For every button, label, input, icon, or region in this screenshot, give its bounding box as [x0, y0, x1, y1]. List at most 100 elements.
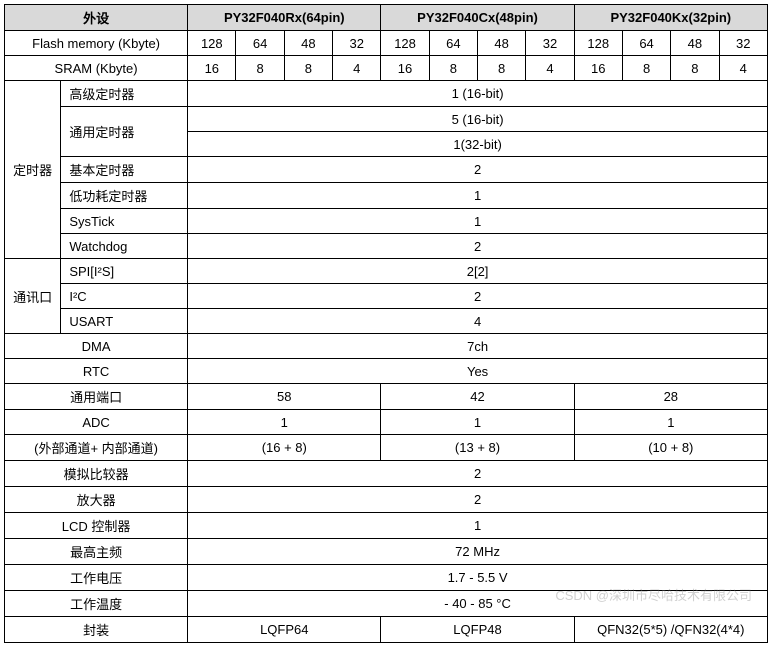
- sram-v9: 8: [622, 56, 670, 81]
- row-comm-spi: 通讯口 SPI[I²S] 2[2]: [5, 259, 768, 284]
- row-timer-adv: 定时器 高级定时器 1 (16-bit): [5, 81, 768, 107]
- amp-val: 2: [188, 487, 768, 513]
- amp-label: 放大器: [5, 487, 188, 513]
- timer-sys-val: 1: [188, 209, 768, 234]
- row-timer-sys: SysTick 1: [5, 209, 768, 234]
- lcd-label: LCD 控制器: [5, 513, 188, 539]
- row-gpio: 通用端口 58 42 28: [5, 384, 768, 410]
- timer-gen-label: 通用定时器: [61, 107, 188, 157]
- row-amp: 放大器 2: [5, 487, 768, 513]
- row-lcd: LCD 控制器 1: [5, 513, 768, 539]
- volt-label: 工作电压: [5, 565, 188, 591]
- row-temp: 工作温度 - 40 - 85 °C: [5, 591, 768, 617]
- flash-v11: 32: [719, 31, 767, 56]
- timer-wdg-val: 2: [188, 234, 768, 259]
- row-rtc: RTC Yes: [5, 359, 768, 384]
- temp-label: 工作温度: [5, 591, 188, 617]
- sram-v11: 4: [719, 56, 767, 81]
- row-pkg: 封装 LQFP64 LQFP48 QFN32(5*5) /QFN32(4*4): [5, 617, 768, 643]
- dma-val: 7ch: [188, 334, 768, 359]
- row-dma: DMA 7ch: [5, 334, 768, 359]
- row-adc: ADC 1 1 1: [5, 410, 768, 435]
- sram-v7: 4: [526, 56, 574, 81]
- flash-v7: 32: [526, 31, 574, 56]
- sram-v10: 8: [671, 56, 719, 81]
- header-row: 外设 PY32F040Rx(64pin) PY32F040Cx(48pin) P…: [5, 5, 768, 31]
- volt-val: 1.7 - 5.5 V: [188, 565, 768, 591]
- chan-v0: (16 + 8): [188, 435, 381, 461]
- timer-group: 定时器: [5, 81, 61, 259]
- sram-v4: 16: [381, 56, 429, 81]
- timer-gen-val1: 5 (16-bit): [188, 107, 768, 132]
- timer-gen-val2: 1(32-bit): [188, 132, 768, 157]
- comm-usart-label: USART: [61, 309, 188, 334]
- col-chip-2: PY32F040Kx(32pin): [574, 5, 767, 31]
- comm-usart-val: 4: [188, 309, 768, 334]
- sram-label: SRAM (Kbyte): [5, 56, 188, 81]
- rtc-label: RTC: [5, 359, 188, 384]
- timer-lp-label: 低功耗定时器: [61, 183, 188, 209]
- flash-v0: 128: [188, 31, 236, 56]
- chan-v1: (13 + 8): [381, 435, 574, 461]
- timer-adv-label: 高级定时器: [61, 81, 188, 107]
- col-chip-0: PY32F040Rx(64pin): [188, 5, 381, 31]
- flash-v8: 128: [574, 31, 622, 56]
- lcd-val: 1: [188, 513, 768, 539]
- timer-basic-val: 2: [188, 157, 768, 183]
- comm-group: 通讯口: [5, 259, 61, 334]
- flash-v10: 48: [671, 31, 719, 56]
- spec-table: 外设 PY32F040Rx(64pin) PY32F040Cx(48pin) P…: [4, 4, 768, 643]
- gpio-v0: 58: [188, 384, 381, 410]
- comm-i2c-val: 2: [188, 284, 768, 309]
- timer-basic-label: 基本定时器: [61, 157, 188, 183]
- flash-v5: 64: [429, 31, 477, 56]
- row-comm-i2c: I²C 2: [5, 284, 768, 309]
- timer-lp-val: 1: [188, 183, 768, 209]
- row-timer-wdg: Watchdog 2: [5, 234, 768, 259]
- sram-v3: 4: [333, 56, 381, 81]
- temp-val: - 40 - 85 °C: [188, 591, 768, 617]
- flash-v6: 48: [477, 31, 525, 56]
- gpio-label: 通用端口: [5, 384, 188, 410]
- sram-v1: 8: [236, 56, 284, 81]
- adc-v0: 1: [188, 410, 381, 435]
- row-timer-lp: 低功耗定时器 1: [5, 183, 768, 209]
- timer-sys-label: SysTick: [61, 209, 188, 234]
- pkg-v1: LQFP48: [381, 617, 574, 643]
- sram-v8: 16: [574, 56, 622, 81]
- timer-wdg-label: Watchdog: [61, 234, 188, 259]
- row-freq: 最高主频 72 MHz: [5, 539, 768, 565]
- sram-v0: 16: [188, 56, 236, 81]
- timer-adv-val: 1 (16-bit): [188, 81, 768, 107]
- chan-label: (外部通道+ 内部通道): [5, 435, 188, 461]
- row-chan: (外部通道+ 内部通道) (16 + 8) (13 + 8) (10 + 8): [5, 435, 768, 461]
- freq-label: 最高主频: [5, 539, 188, 565]
- gpio-v2: 28: [574, 384, 767, 410]
- row-comp: 模拟比较器 2: [5, 461, 768, 487]
- comm-spi-val: 2[2]: [188, 259, 768, 284]
- row-comm-usart: USART 4: [5, 309, 768, 334]
- comm-spi-label: SPI[I²S]: [61, 259, 188, 284]
- chan-v2: (10 + 8): [574, 435, 767, 461]
- flash-label: Flash memory (Kbyte): [5, 31, 188, 56]
- sram-v6: 8: [477, 56, 525, 81]
- row-timer-gen1: 通用定时器 5 (16-bit): [5, 107, 768, 132]
- rtc-val: Yes: [188, 359, 768, 384]
- row-sram: SRAM (Kbyte) 16 8 8 4 16 8 8 4 16 8 8 4: [5, 56, 768, 81]
- pkg-v0: LQFP64: [188, 617, 381, 643]
- sram-v2: 8: [284, 56, 332, 81]
- flash-v1: 64: [236, 31, 284, 56]
- col-chip-1: PY32F040Cx(48pin): [381, 5, 574, 31]
- freq-val: 72 MHz: [188, 539, 768, 565]
- adc-v1: 1: [381, 410, 574, 435]
- col-peripheral: 外设: [5, 5, 188, 31]
- flash-v9: 64: [622, 31, 670, 56]
- comm-i2c-label: I²C: [61, 284, 188, 309]
- adc-v2: 1: [574, 410, 767, 435]
- gpio-v1: 42: [381, 384, 574, 410]
- row-timer-basic: 基本定时器 2: [5, 157, 768, 183]
- flash-v2: 48: [284, 31, 332, 56]
- comp-label: 模拟比较器: [5, 461, 188, 487]
- adc-label: ADC: [5, 410, 188, 435]
- row-volt: 工作电压 1.7 - 5.5 V: [5, 565, 768, 591]
